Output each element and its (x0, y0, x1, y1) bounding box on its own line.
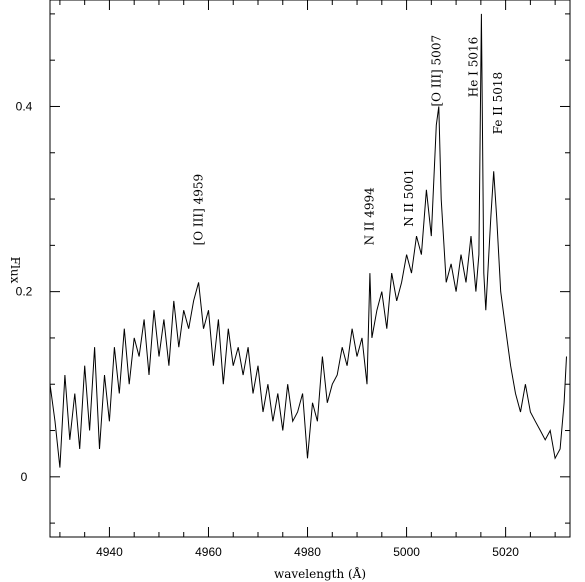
spectrum-line (49, 13, 567, 468)
line-annotations: [O III] 4959 N II 4994 N II 5001 [O III] 50… (192, 35, 506, 245)
axis-ticks (50, 0, 570, 537)
x-tick-label: 5020 (492, 545, 519, 559)
x-tick-label: 5000 (393, 545, 420, 559)
y-axis-title: Flux (8, 257, 22, 284)
line-annotation: N II 5001 (402, 169, 416, 227)
x-tick-label: 4960 (195, 545, 222, 559)
line-annotation: N II 4994 (362, 187, 376, 246)
y-tick-label: 0.2 (16, 285, 33, 299)
y-tick-label: 0.4 (16, 99, 33, 113)
tick-labels: 4940 4960 4980 5000 5020 0 0.2 0.4 (16, 99, 520, 559)
x-tick-label: 4980 (294, 545, 321, 559)
x-tick-label: 4940 (96, 545, 123, 559)
plot-frame (49, 0, 571, 538)
line-annotation: He I 5016 (466, 37, 480, 97)
line-annotation: [O III] 4959 (192, 174, 206, 246)
x-axis-title: wavelength (Å) (274, 566, 366, 581)
y-tick-label: 0 (21, 470, 28, 484)
line-annotation: Fe II 5018 (491, 72, 505, 134)
line-annotation: [O III] 5007 (429, 35, 443, 107)
